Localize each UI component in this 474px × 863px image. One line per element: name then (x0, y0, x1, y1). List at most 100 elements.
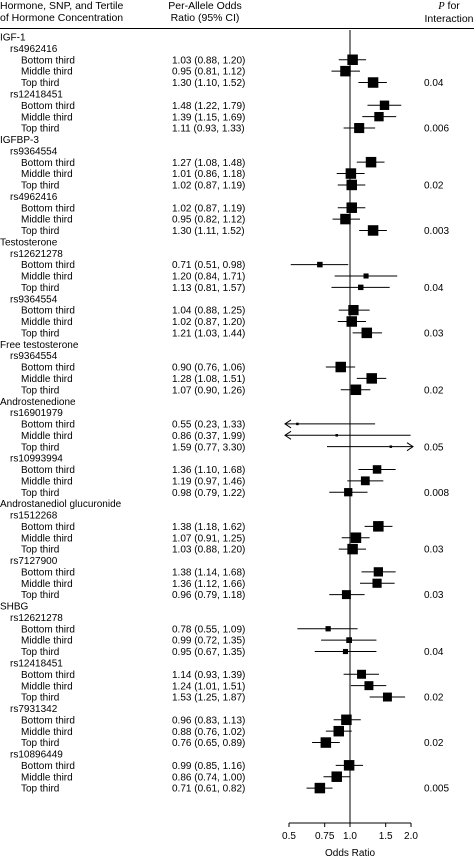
odds-ratio-ci-text: 0.95 (0.82, 1.12) (172, 215, 245, 226)
odds-ratio-ci-text: 1.53 (1.25, 1.87) (172, 693, 245, 704)
odds-ratio-ci-text: 0.71 (0.51, 0.98) (172, 260, 245, 271)
tertile-label: Middle third (21, 431, 73, 442)
odds-ratio-ci-text: 0.71 (0.61, 0.82) (172, 784, 245, 795)
column-header-p-interaction: P for Interaction (424, 0, 474, 25)
point-estimate (335, 434, 338, 437)
ci-arrow-left-icon (284, 419, 292, 429)
snp-label: rs7127900 (10, 556, 58, 567)
p-interaction-value: 0.006 (424, 124, 449, 135)
tertile-label: Top third (21, 590, 59, 601)
tertile-label: Bottom third (21, 55, 75, 66)
tertile-label: Middle third (21, 681, 73, 692)
tertile-label: Top third (21, 78, 59, 89)
tertile-label: Top third (21, 226, 59, 237)
point-estimate (345, 168, 357, 179)
p-interaction-value: 0.02 (424, 693, 444, 704)
point-estimate (320, 737, 332, 748)
tertile-label: Bottom third (21, 624, 75, 635)
point-estimate (389, 445, 393, 448)
column-header-odds-ratio-line2: Ratio (95% CI) (170, 12, 240, 24)
p-interaction-value: 0.02 (424, 181, 444, 192)
p-interaction-value: 0.003 (424, 226, 449, 237)
x-tick-label: 0.5 (282, 831, 296, 842)
odds-ratio-ci-text: 0.95 (0.81, 1.12) (172, 67, 245, 78)
x-tick-label: 0.75 (315, 831, 335, 842)
point-estimate (317, 261, 323, 268)
tertile-label: Top third (21, 488, 59, 499)
snp-label: rs12418451 (10, 90, 63, 101)
odds-ratio-ci-text: 0.86 (0.37, 1.99) (172, 431, 245, 442)
snp-label: rs4962416 (10, 44, 58, 55)
odds-ratio-ci-text: 1.14 (0.93, 1.39) (172, 670, 245, 681)
tertile-label: Top third (21, 181, 59, 192)
odds-ratio-ci-text: 1.04 (0.88, 1.25) (172, 306, 245, 317)
p-interaction-value: 0.03 (424, 328, 444, 339)
odds-ratio-ci-text: 0.88 (0.76, 1.02) (172, 727, 245, 738)
odds-ratio-ci-text: 1.02 (0.87, 1.19) (172, 203, 245, 214)
odds-ratio-ci-text: 0.90 (0.76, 1.06) (172, 363, 245, 374)
ci-arrow-left-icon (284, 430, 292, 440)
tertile-label: Top third (21, 283, 59, 294)
point-estimate (346, 202, 357, 213)
odds-ratio-ci-text: 1.24 (1.01, 1.51) (172, 681, 245, 692)
odds-ratio-ci-text: 1.36 (1.10, 1.68) (172, 465, 245, 476)
tertile-label: Bottom third (21, 522, 75, 533)
tertile-label: Top third (21, 442, 59, 453)
tertile-label: Bottom third (21, 203, 75, 214)
point-estimate (350, 532, 362, 543)
hormone-label: IGF-1 (0, 33, 26, 44)
p-interaction-value: 0.04 (424, 283, 444, 294)
tertile-label: Bottom third (21, 101, 75, 112)
p-symbol: P (438, 1, 445, 12)
odds-ratio-ci-text: 1.02 (0.87, 1.19) (172, 181, 245, 192)
odds-ratio-ci-text: 1.19 (0.97, 1.46) (172, 476, 245, 487)
odds-ratio-ci-text: 0.99 (0.72, 1.35) (172, 636, 245, 647)
tertile-label: Bottom third (21, 567, 75, 578)
snp-label: rs10993994 (10, 454, 63, 465)
p-interaction-value: 0.05 (424, 442, 444, 453)
odds-ratio-ci-text: 1.13 (0.81, 1.57) (172, 283, 245, 294)
odds-ratio-ci-text: 0.76 (0.65, 0.89) (172, 738, 245, 749)
ci-arrow-right-icon (406, 442, 414, 452)
tertile-label: Bottom third (21, 465, 75, 476)
point-estimate (363, 273, 369, 279)
odds-ratio-ci-text: 1.38 (1.18, 1.62) (172, 522, 245, 533)
header-rule (0, 28, 474, 29)
p-for-text: for (444, 0, 460, 12)
snp-label: rs4962416 (10, 192, 58, 203)
tertile-label: Top third (21, 545, 59, 556)
column-header-p-line1: P for (424, 0, 474, 13)
snp-label: rs9364554 (10, 146, 58, 157)
point-estimate (296, 422, 299, 426)
tertile-label: Bottom third (21, 158, 75, 169)
column-header-hormone: Hormone, SNP, and Tertile of Hormone Con… (0, 0, 123, 24)
tertile-label: Top third (21, 647, 59, 658)
tertile-label: Middle third (21, 476, 73, 487)
point-estimate (348, 304, 359, 316)
odds-ratio-ci-text: 1.07 (0.90, 1.26) (172, 385, 245, 396)
odds-ratio-ci-text: 1.21 (1.03, 1.44) (172, 328, 245, 339)
odds-ratio-ci-text: 1.48 (1.22, 1.79) (172, 101, 245, 112)
odds-ratio-ci-text: 1.28 (1.08, 1.51) (172, 374, 245, 385)
point-estimate (360, 476, 370, 486)
hormone-label: SHBG (0, 602, 29, 613)
tertile-label: Top third (21, 784, 59, 795)
point-estimate (347, 54, 358, 66)
tertile-label: Middle third (21, 112, 73, 123)
tertile-label: Middle third (21, 772, 73, 783)
point-estimate (340, 213, 351, 225)
tertile-label: Bottom third (21, 260, 75, 271)
p-interaction-value: 0.02 (424, 385, 444, 396)
hormone-label: Androstanediol glucuronide (0, 499, 122, 510)
snp-label: rs1512268 (10, 511, 58, 522)
p-interaction-value: 0.008 (424, 488, 449, 499)
tertile-label: Bottom third (21, 420, 75, 431)
point-estimate (357, 669, 367, 679)
column-header-hormone-line2: of Hormone Concentration (0, 12, 124, 24)
odds-ratio-ci-text: 0.78 (0.55, 1.09) (172, 624, 245, 635)
snp-label: rs9364554 (10, 351, 58, 362)
point-estimate (365, 156, 377, 168)
point-estimate (350, 384, 362, 396)
odds-ratio-ci-text: 1.01 (0.86, 1.18) (172, 169, 245, 180)
snp-label: rs16901979 (10, 408, 63, 419)
